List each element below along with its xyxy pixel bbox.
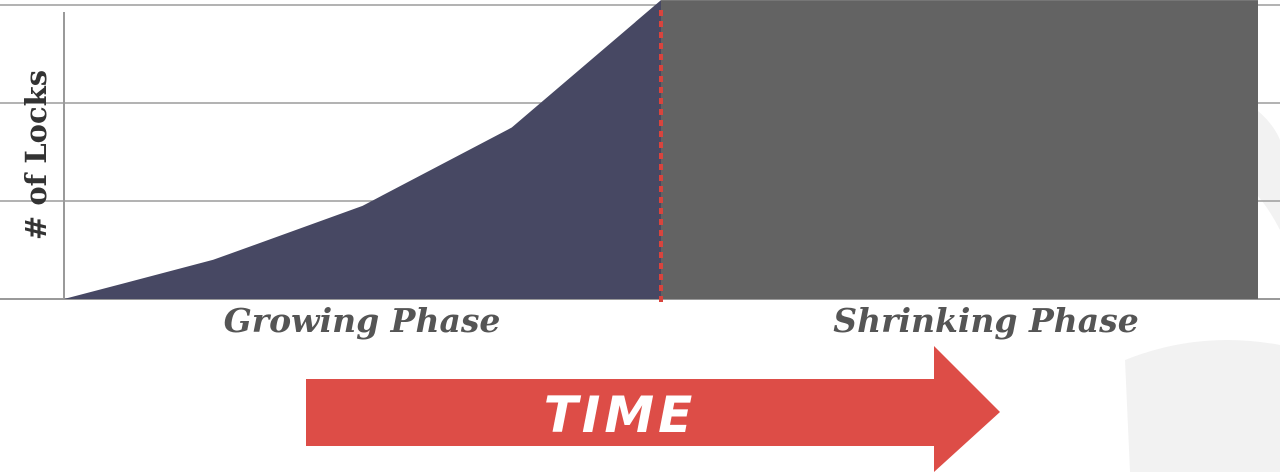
- plot-area: [64, 0, 1258, 299]
- background-cylinder: [1125, 340, 1280, 472]
- shrinking-phase-area: [661, 0, 1258, 299]
- time-arrow-shape: [306, 346, 1000, 472]
- y-axis-label: # of Locks: [19, 70, 53, 240]
- time-arrow-label: TIME: [544, 386, 697, 444]
- growing-phase-label: Growing Phase: [224, 301, 501, 340]
- growing-phase-area: [64, 0, 661, 299]
- shrinking-phase-label: Shrinking Phase: [833, 301, 1138, 340]
- time-arrow: TIME: [306, 346, 1000, 472]
